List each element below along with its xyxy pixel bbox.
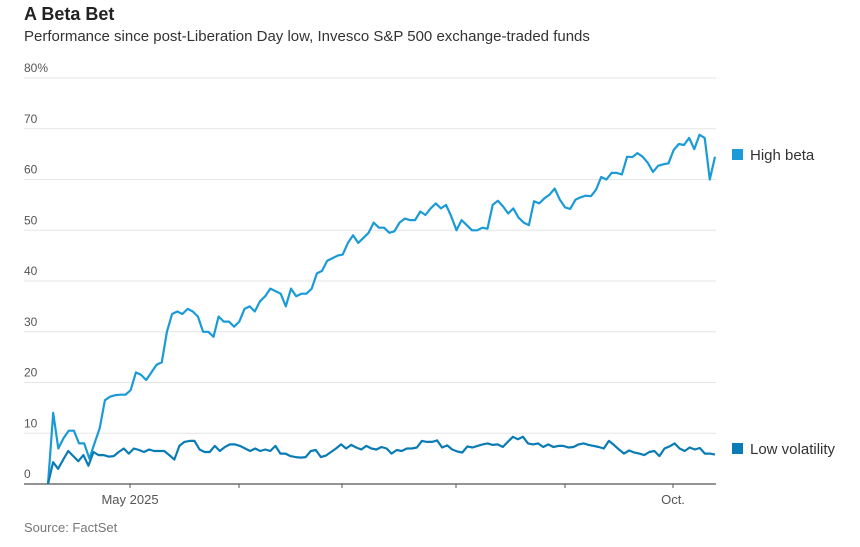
y-axis-ticks: 0 10 20 30 40 50 60 70 80%	[24, 61, 48, 481]
legend: High beta Low volatility	[732, 147, 836, 458]
series-line-high-beta	[46, 133, 717, 485]
y-tick-label: 50	[24, 213, 38, 227]
chart-subtitle: Performance since post-Liberation Day lo…	[24, 28, 590, 45]
gridlines	[24, 77, 716, 434]
y-tick-label: 0	[24, 467, 31, 481]
x-tick-label: Oct.	[661, 492, 685, 507]
y-tick-label: 80%	[24, 61, 48, 75]
chart-source: Source: FactSet	[24, 520, 118, 535]
series-lines	[46, 133, 717, 485]
y-tick-label: 10	[24, 416, 38, 430]
legend-label-low-volatility: Low volatility	[750, 441, 836, 458]
legend-swatch-low-volatility	[732, 443, 743, 454]
x-axis: May 2025 Oct.	[24, 483, 716, 507]
legend-swatch-high-beta	[732, 149, 743, 160]
y-tick-label: 60	[24, 163, 38, 177]
chart-title: A Beta Bet	[24, 4, 115, 24]
y-tick-label: 30	[24, 315, 38, 329]
legend-label-high-beta: High beta	[750, 147, 815, 164]
y-tick-label: 70	[24, 112, 38, 126]
series-line-low-volatility	[46, 435, 716, 485]
x-tick-label: May 2025	[101, 492, 158, 507]
y-tick-label: 20	[24, 366, 38, 380]
y-tick-label: 40	[24, 264, 38, 278]
